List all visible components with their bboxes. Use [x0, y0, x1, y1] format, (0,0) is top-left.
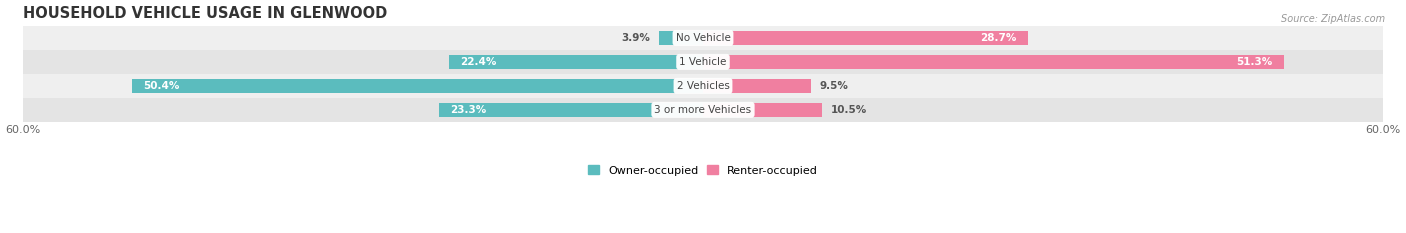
Bar	[703, 55, 1284, 69]
Text: No Vehicle: No Vehicle	[675, 33, 731, 43]
Text: 10.5%: 10.5%	[831, 105, 868, 115]
Bar	[703, 31, 1028, 45]
Bar	[439, 103, 703, 117]
Text: 28.7%: 28.7%	[980, 33, 1017, 43]
Bar	[449, 55, 703, 69]
Bar	[703, 79, 811, 93]
Bar	[22, 74, 1384, 98]
Text: 22.4%: 22.4%	[461, 57, 496, 67]
Text: 3 or more Vehicles: 3 or more Vehicles	[654, 105, 752, 115]
Bar	[703, 103, 823, 117]
Text: HOUSEHOLD VEHICLE USAGE IN GLENWOOD: HOUSEHOLD VEHICLE USAGE IN GLENWOOD	[22, 6, 388, 21]
Bar	[22, 98, 1384, 122]
Bar	[22, 26, 1384, 50]
Text: 50.4%: 50.4%	[143, 81, 180, 91]
Text: 3.9%: 3.9%	[621, 33, 650, 43]
Text: 9.5%: 9.5%	[820, 81, 849, 91]
Text: 51.3%: 51.3%	[1237, 57, 1272, 67]
Text: 23.3%: 23.3%	[450, 105, 486, 115]
Text: 2 Vehicles: 2 Vehicles	[676, 81, 730, 91]
Legend: Owner-occupied, Renter-occupied: Owner-occupied, Renter-occupied	[588, 165, 818, 176]
Text: Source: ZipAtlas.com: Source: ZipAtlas.com	[1281, 14, 1385, 24]
Text: 1 Vehicle: 1 Vehicle	[679, 57, 727, 67]
Bar	[22, 50, 1384, 74]
Bar	[659, 31, 703, 45]
Bar	[132, 79, 703, 93]
